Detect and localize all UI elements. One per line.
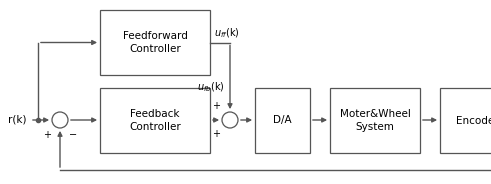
Text: +: + bbox=[212, 101, 220, 111]
Circle shape bbox=[52, 112, 68, 128]
Text: +: + bbox=[43, 130, 51, 140]
Circle shape bbox=[222, 112, 238, 128]
Bar bbox=[255, 88, 310, 153]
Text: D/A: D/A bbox=[273, 116, 292, 125]
Text: $u_{fb}$(k): $u_{fb}$(k) bbox=[197, 80, 225, 94]
Text: Feedback
Controller: Feedback Controller bbox=[129, 109, 181, 132]
Text: $u_{ff}$(k): $u_{ff}$(k) bbox=[214, 27, 240, 40]
Text: Encoder: Encoder bbox=[456, 116, 491, 125]
Bar bbox=[100, 10, 210, 75]
Text: Moter&Wheel
System: Moter&Wheel System bbox=[340, 109, 410, 132]
Bar bbox=[440, 88, 491, 153]
Text: r(k): r(k) bbox=[8, 115, 27, 125]
Bar bbox=[330, 88, 420, 153]
Text: +: + bbox=[212, 129, 220, 139]
Text: −: − bbox=[69, 130, 77, 140]
Bar bbox=[100, 88, 210, 153]
Text: Feedforward
Controller: Feedforward Controller bbox=[123, 31, 188, 54]
